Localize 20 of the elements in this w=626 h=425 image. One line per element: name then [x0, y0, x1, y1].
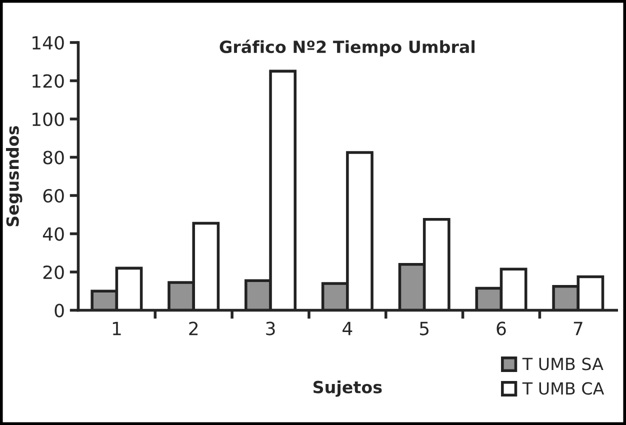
y-tick-label: 100 — [32, 112, 64, 126]
legend-label: T UMB CA — [522, 382, 604, 395]
x-tick-label: 4 — [342, 322, 352, 336]
legend-label: T UMB SA — [522, 358, 604, 370]
x-tick-label: 5 — [420, 322, 429, 336]
x-tick-label: 7 — [574, 322, 582, 336]
y-axis-title: Segusndos — [6, 126, 22, 226]
x-tick-label: 6 — [496, 322, 506, 336]
y-tick-label: 60 — [43, 188, 64, 203]
y-tick-label: 140 — [32, 36, 64, 50]
x-tick-label: 2 — [189, 322, 198, 336]
y-tick-label: 80 — [43, 150, 64, 164]
x-tick-label: 1 — [112, 322, 121, 336]
y-tick-label: 20 — [43, 265, 64, 280]
x-tick-label: 3 — [266, 322, 275, 336]
chart-title: Gráfico Nº2 Tiempo Umbral — [220, 40, 474, 56]
y-tick-label: 120 — [32, 74, 64, 88]
y-tick-label: 40 — [42, 227, 64, 241]
y-tick-label: 0 — [54, 304, 64, 318]
x-axis-title: Sujetos — [314, 380, 382, 397]
